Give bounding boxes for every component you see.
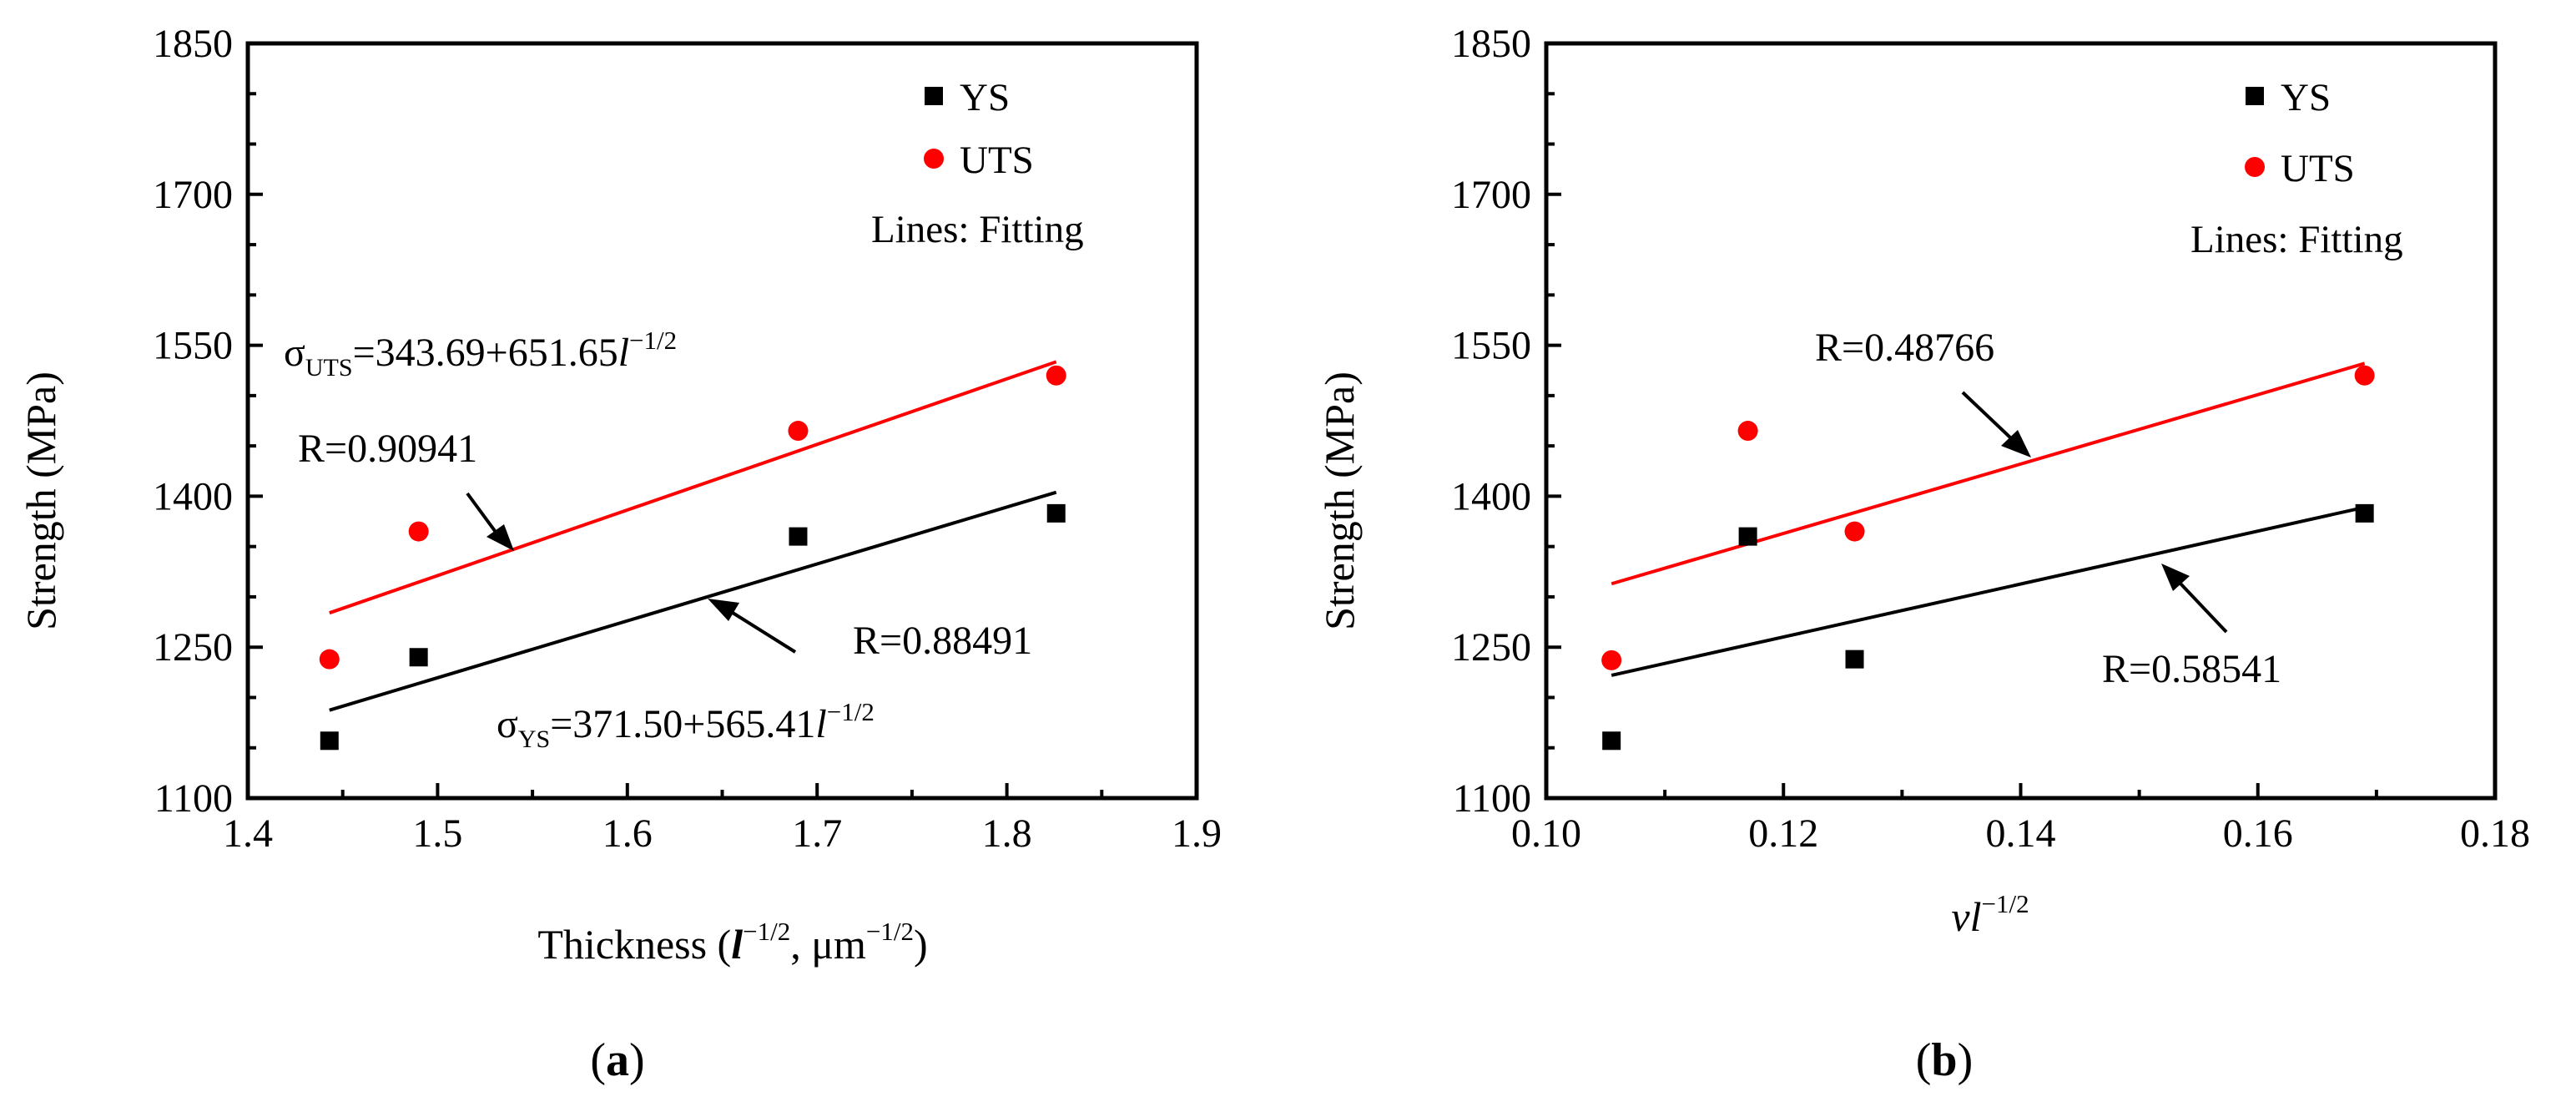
fit-lines-b — [1611, 361, 2366, 677]
uts-r-arrow-shaft-b — [1961, 391, 2013, 440]
data-point-uts — [1737, 421, 1758, 442]
y-axis-label-a: Strength (MPa) — [18, 372, 64, 630]
uts-r-arrow-head-a — [486, 524, 514, 551]
x-axis-label-a: Thickness (l−1/2, μm−1/2) — [537, 917, 927, 968]
x-tick-label: 0.16 — [2223, 811, 2293, 856]
legend-marker-ys-b — [2246, 87, 2264, 105]
fit-line-ys — [1611, 505, 2366, 677]
legend-label-uts-b: UTS — [2281, 147, 2355, 190]
ys-r-arrow-head-a — [708, 599, 739, 621]
ys-r-arrow-shaft-b — [2179, 582, 2228, 634]
data-point-uts — [1046, 365, 1066, 386]
legend-label-ys-b: YS — [2281, 76, 2331, 119]
fit-line-uts — [329, 360, 1057, 615]
x-tick-label: 0.10 — [1511, 811, 1581, 856]
y-tick-label: 1100 — [154, 776, 233, 821]
data-point-uts — [1601, 650, 1622, 670]
uts-r-value-b: R=0.48766 — [1815, 326, 1994, 370]
ys-r-arrow-shaft-a — [731, 611, 797, 654]
legend-marker-uts-b — [2245, 157, 2265, 177]
data-point-ys — [789, 527, 808, 546]
y-tick-label: 1700 — [153, 173, 233, 217]
x-tick-labels-a: 1.4 1.5 1.6 1.7 1.8 1.9 — [223, 811, 1222, 856]
x-tick-label: 1.7 — [792, 811, 842, 856]
uts-r-arrow-shaft-a — [466, 492, 499, 536]
data-point-uts — [408, 521, 429, 542]
legend-marker-uts-a — [924, 149, 944, 169]
x-tick-labels-b: 0.10 0.12 0.14 0.16 0.18 — [1511, 811, 2530, 856]
data-point-ys — [1845, 650, 1864, 669]
data-point-uts — [319, 649, 340, 670]
y-tick-label: 1400 — [1451, 474, 1531, 518]
fit-line-ys — [329, 490, 1057, 712]
fit-line-uts — [1611, 361, 2366, 586]
y-tick-label: 1700 — [1451, 173, 1531, 217]
y-axis-label-b: Strength (MPa) — [1316, 372, 1363, 630]
y-tick-label: 1250 — [1451, 625, 1531, 670]
data-point-uts — [2354, 365, 2375, 386]
legend-label-ys-a: YS — [960, 76, 1010, 119]
data-point-uts — [788, 421, 809, 442]
data-points-a — [319, 365, 1066, 751]
x-tick-label: 1.6 — [602, 811, 653, 856]
y-tick-label: 1550 — [1451, 324, 1531, 368]
data-point-ys — [1738, 527, 1757, 546]
x-tick-label: 0.18 — [2460, 811, 2530, 856]
data-point-ys — [2355, 503, 2374, 523]
y-tick-labels-a: 1100 1250 1400 1550 1700 1850 — [153, 22, 233, 821]
x-tick-label: 1.5 — [412, 811, 462, 856]
y-tick-label: 1550 — [153, 324, 233, 368]
uts-r-arrow-head-b — [2001, 430, 2031, 457]
plot-frame-b — [1544, 41, 2498, 801]
legend-marker-ys-a — [925, 87, 943, 105]
x-tick-label: 1.4 — [223, 811, 273, 856]
data-points-b — [1601, 365, 2375, 751]
uts-equation-a: σUTS=343.69+651.65l−1/2 — [284, 326, 677, 382]
legend-note-a: Lines: Fitting — [871, 208, 1084, 251]
data-point-uts — [1844, 521, 1865, 542]
x-tick-label: 1.9 — [1172, 811, 1222, 856]
uts-r-value-a: R=0.90941 — [298, 427, 477, 471]
panel-label-b: (b) — [1916, 1034, 1973, 1086]
ys-r-value-b: R=0.58541 — [2102, 647, 2281, 691]
x-tick-label: 0.12 — [1748, 811, 1818, 856]
data-point-ys — [409, 648, 428, 667]
x-tick-label: 1.8 — [982, 811, 1032, 856]
x-axis-label-b: vl−1/2 — [1951, 889, 2029, 940]
y-tick-label: 1850 — [153, 22, 233, 66]
axis-ticks-a — [246, 42, 1198, 800]
chart-panel-a: 1.4 1.5 1.6 1.7 1.8 1.9 110012501400155017001… — [18, 22, 1222, 1086]
chart-panel-b: 0.10 0.12 0.14 0.16 0.18 1100 1250 1400 1550 170… — [1316, 22, 2530, 1086]
y-tick-label: 1250 — [153, 625, 233, 670]
data-point-ys — [320, 731, 339, 751]
data-point-ys — [1046, 503, 1066, 523]
y-tick-labels-b: 1100 1250 1400 1550 1700 1850 — [1451, 22, 1531, 821]
y-tick-label: 1400 — [153, 474, 233, 518]
ys-r-value-a: R=0.88491 — [853, 619, 1032, 663]
panel-label-a: (a) — [590, 1034, 644, 1086]
y-tick-label: 1850 — [1451, 22, 1531, 66]
y-tick-label: 1100 — [1453, 776, 1531, 821]
legend-label-uts-a: UTS — [960, 139, 1034, 182]
x-tick-label: 0.14 — [1986, 811, 2056, 856]
plot-frame-a — [245, 41, 1199, 801]
legend-note-b: Lines: Fitting — [2190, 218, 2403, 261]
data-point-ys — [1602, 731, 1621, 751]
fit-lines-a — [329, 360, 1057, 712]
ys-equation-a: σYS=371.50+565.41l−1/2 — [497, 697, 875, 753]
ys-r-arrow-head-b — [2161, 564, 2190, 591]
